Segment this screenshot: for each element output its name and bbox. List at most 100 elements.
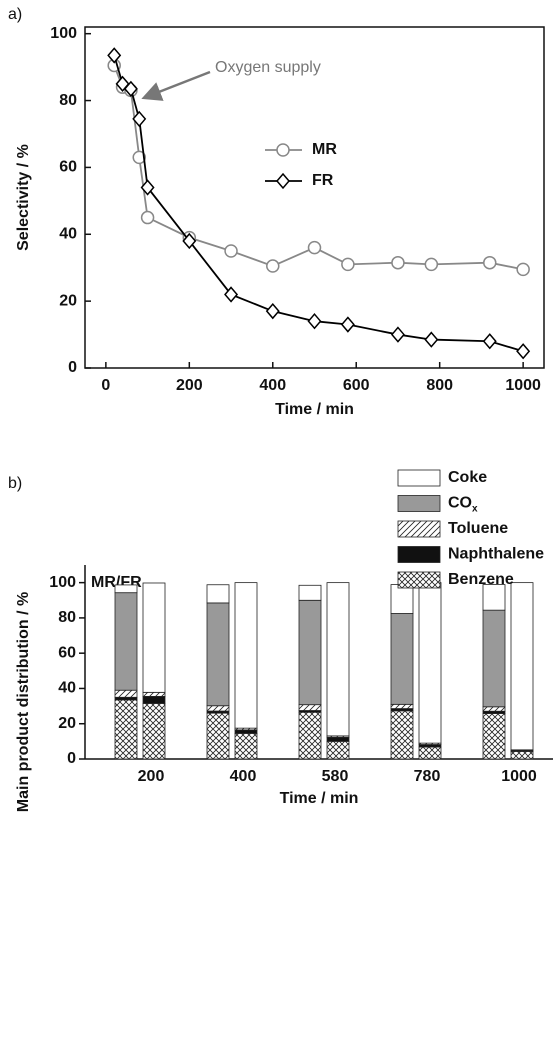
- y-tick-label: 40: [58, 680, 76, 697]
- x-tick-label: 400: [230, 768, 257, 785]
- y-tick-label: 60: [59, 159, 77, 176]
- annotation: Oxygen supply: [215, 59, 321, 76]
- legend-swatch: [397, 495, 441, 512]
- legend-swatch: [397, 571, 441, 589]
- bar-segment: [114, 689, 138, 698]
- bar-segment: [298, 599, 322, 706]
- point: [307, 313, 322, 330]
- legend-marker: [276, 143, 290, 157]
- y-tick-label: 80: [58, 609, 76, 626]
- legend-label: FR: [312, 172, 334, 189]
- bar-segment: [482, 584, 506, 611]
- legend-swatch: [397, 469, 441, 487]
- bar-segment: [482, 706, 506, 712]
- point: [115, 75, 130, 92]
- x-tick-label: 780: [414, 768, 441, 785]
- legend-name: Naphthalene: [448, 546, 544, 563]
- bar-segment: [326, 736, 350, 742]
- bar-segment: [206, 584, 230, 604]
- legend-label: Benzene: [448, 571, 514, 588]
- point: [107, 47, 122, 64]
- x-tick-label: 800: [426, 377, 453, 394]
- legend-name: Toluene: [448, 520, 508, 537]
- point: [424, 257, 439, 272]
- point: [140, 210, 155, 225]
- x-tick-label: 1000: [505, 377, 541, 394]
- y-axis-label: Main product distribution / %: [15, 592, 32, 812]
- panel-label: a): [8, 6, 22, 23]
- bar-segment: [482, 609, 506, 708]
- point: [516, 343, 531, 360]
- bar-segment: [390, 584, 414, 614]
- x-tick-label: 600: [343, 377, 370, 394]
- y-tick-label: 20: [59, 292, 77, 309]
- bar-segment: [114, 584, 138, 594]
- bar-segment: [234, 733, 258, 760]
- point: [224, 244, 238, 258]
- data-line: [113, 65, 524, 271]
- y-tick-label: 60: [58, 644, 76, 661]
- bar-segment: [510, 582, 534, 751]
- legend-label: COx: [448, 495, 478, 514]
- annotation-arrow: [141, 70, 211, 101]
- x-tick-label: 200: [176, 377, 203, 394]
- legend-label: Toluene: [448, 520, 508, 537]
- y-tick-label: 0: [68, 359, 77, 376]
- plot-frame: [84, 26, 545, 369]
- point: [390, 326, 405, 343]
- point: [482, 333, 497, 350]
- bar-segment: [142, 695, 166, 704]
- x-tick-label: 0: [101, 377, 110, 394]
- bar-segment: [298, 704, 322, 711]
- bar-segment: [482, 713, 506, 760]
- point: [140, 179, 155, 196]
- point: [307, 240, 322, 255]
- point: [340, 316, 355, 333]
- point: [132, 110, 147, 128]
- point: [266, 259, 280, 273]
- x-tick-label: 1000: [501, 768, 537, 785]
- bar-segment: [298, 711, 322, 760]
- point: [123, 80, 138, 98]
- bar-segment: [142, 703, 166, 760]
- y-tick-label: 40: [59, 225, 77, 242]
- point: [265, 303, 280, 320]
- x-tick-label: 200: [138, 768, 165, 785]
- legend-name: Benzene: [448, 571, 514, 588]
- legend-label: Coke: [448, 469, 487, 486]
- bar-segment: [142, 582, 166, 693]
- bar-segment: [390, 613, 414, 705]
- bar-segment: [390, 710, 414, 760]
- point: [224, 286, 239, 303]
- bar-segment: [326, 740, 350, 760]
- bar-segment: [390, 703, 414, 709]
- bar-segment: [114, 699, 138, 760]
- legend-label: Naphthalene: [448, 546, 544, 563]
- bar-segment: [114, 592, 138, 691]
- point: [516, 262, 530, 277]
- legend-subscript: x: [472, 503, 478, 514]
- y-axis-label: Selectivity / %: [15, 144, 32, 251]
- x-axis-label: Time / min: [275, 401, 354, 418]
- legend-name: CO: [448, 495, 472, 512]
- data-line: [113, 55, 524, 353]
- bar-segment: [206, 705, 230, 712]
- bar-segment: [234, 582, 258, 729]
- bar-segment: [234, 729, 258, 734]
- legend-swatch: [397, 520, 441, 538]
- legend-name: Coke: [448, 469, 487, 486]
- legend-swatch: [397, 546, 441, 563]
- y-tick-label: 0: [67, 750, 76, 767]
- point: [483, 255, 497, 270]
- point: [424, 331, 439, 348]
- bar-segment: [418, 582, 442, 744]
- point: [341, 257, 355, 272]
- y-tick-label: 80: [59, 92, 77, 109]
- x-tick-label: 400: [259, 377, 286, 394]
- y-tick-label: 100: [50, 25, 77, 42]
- bar-segment: [418, 746, 442, 760]
- bar-segment: [206, 712, 230, 760]
- bar-segment: [142, 691, 166, 697]
- bar-segment: [206, 602, 230, 707]
